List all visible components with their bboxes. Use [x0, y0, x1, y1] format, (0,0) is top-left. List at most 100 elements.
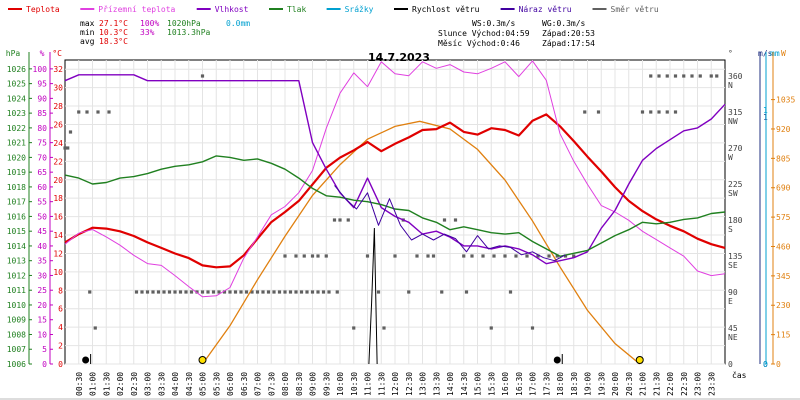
- y-tick-sublabel-dir: NW: [728, 117, 738, 126]
- wind-dir-point: [195, 290, 199, 294]
- y-tick-label-hpa: 1021: [7, 139, 26, 148]
- wind-dir-point: [715, 74, 719, 78]
- y-tick-label-dir: 360: [728, 72, 743, 81]
- y-tick-label-hpa: 1019: [7, 168, 26, 177]
- wind-dir-point: [66, 146, 70, 150]
- axis-unit-deg: °: [728, 49, 733, 58]
- stat-hum: 100%: [140, 19, 159, 28]
- x-tick-label: 23:30: [707, 372, 716, 396]
- legend-label: Směr větru: [611, 5, 659, 14]
- x-tick-label: 04:30: [185, 372, 194, 396]
- x-tick-label: 21:00: [639, 372, 648, 396]
- wind-dir-point: [324, 254, 328, 258]
- x-tick-label: 09:30: [322, 372, 331, 396]
- y-tick-label-pct: 50: [37, 212, 47, 221]
- x-tick-label: 13:00: [419, 372, 428, 396]
- x-tick-label: 04:00: [171, 372, 180, 396]
- y-tick-label-pct: 0: [42, 360, 47, 369]
- wind-dir-point: [162, 290, 166, 294]
- wind-dir-point: [332, 218, 337, 222]
- wind-dir-point: [200, 290, 205, 294]
- x-tick-label: 12:30: [405, 372, 414, 396]
- wind-dir-point: [352, 326, 356, 330]
- x-tick-label: 10:00: [336, 372, 345, 396]
- wind-dir-point: [140, 290, 144, 294]
- y-tick-label-c: 26: [53, 120, 63, 129]
- x-tick-label: 13:30: [432, 372, 441, 396]
- y-tick-label-c: 32: [53, 65, 63, 74]
- wind-dir-point: [365, 254, 370, 258]
- wind-dir-point: [189, 290, 194, 294]
- wind-dir-point: [239, 290, 243, 294]
- wind-dir-point: [283, 254, 287, 258]
- wind-dir-point: [440, 290, 444, 294]
- radiation-line: [201, 120, 641, 365]
- wind-dir-point: [255, 290, 260, 294]
- y-tick-label-w: 345: [776, 272, 791, 281]
- x-tick-label: 18:00: [556, 372, 565, 396]
- wind-dir-point: [302, 254, 306, 258]
- y-tick-sublabel-dir: W: [728, 153, 733, 162]
- wind-dir-point: [596, 110, 601, 114]
- y-tick-label-hpa: 1022: [7, 124, 26, 133]
- y-tick-label-w: 805: [776, 154, 791, 163]
- wind-dir-point: [393, 254, 397, 258]
- wind-dir-point: [665, 110, 669, 114]
- y-tick-label-c: 22: [53, 157, 63, 166]
- y-tick-label-hpa: 1018: [7, 183, 26, 192]
- wind-dir-point: [346, 218, 350, 222]
- legend-label: Vlhkost: [215, 5, 249, 14]
- wind-dir-point: [96, 110, 100, 114]
- chart-title: 14.7.2023: [368, 51, 430, 64]
- wind-dir-point: [407, 290, 411, 294]
- wind-dir-point: [151, 290, 155, 294]
- x-tick-label: 20:30: [625, 372, 634, 396]
- axis-unit-ms: m/s: [758, 49, 773, 58]
- wind-dir-point: [266, 290, 271, 294]
- series-line-teplota: [64, 113, 726, 269]
- x-tick-label: 02:00: [116, 372, 125, 396]
- wind-dir-point: [382, 326, 386, 330]
- y-tick-label-pct: 90: [37, 94, 47, 103]
- y-tick-sublabel-dir: N: [728, 81, 733, 90]
- wind-dir-point: [178, 290, 183, 294]
- axis-unit-degc: °C: [52, 49, 62, 58]
- y-tick-label-mm: 1: [763, 106, 768, 115]
- y-tick-label-dir: 180: [728, 216, 743, 225]
- stat-temp: 27.1°C: [99, 19, 128, 28]
- moon-marker: [553, 356, 561, 364]
- y-tick-label-pct: 55: [37, 198, 47, 207]
- x-tick-label: 07:00: [254, 372, 263, 396]
- wind-dir-point: [673, 74, 678, 78]
- y-tick-label-dir: 45: [728, 324, 738, 333]
- wind-dir-point: [316, 290, 320, 294]
- y-tick-label-hpa: 1010: [7, 301, 26, 310]
- wind-dir-point: [217, 290, 221, 294]
- sun-marker: [635, 356, 644, 364]
- wind-dir-point: [299, 290, 304, 294]
- stat-temp: 18.3°C: [99, 37, 128, 46]
- legend-label: Srážky: [345, 5, 374, 14]
- wind-dir-point: [464, 290, 469, 294]
- info-wg: WG:0.3m/s: [542, 19, 586, 28]
- x-tick-label: 22:30: [680, 372, 689, 396]
- x-tick-label: 00:30: [75, 372, 84, 396]
- y-tick-label-pct: 25: [37, 286, 47, 295]
- y-tick-label-pct: 70: [37, 153, 47, 162]
- legend-label: Tlak: [287, 5, 306, 14]
- wind-dir-point: [233, 290, 238, 294]
- wind-dir-point: [673, 110, 678, 114]
- series-line-n-raz-v-tru: [334, 185, 566, 262]
- x-tick-label: 17:00: [529, 372, 538, 396]
- y-tick-sublabel-dir: E: [728, 297, 733, 306]
- x-tick-label: 02:30: [130, 372, 139, 396]
- wind-dir-point: [442, 218, 447, 222]
- y-tick-label-ms: 0: [763, 360, 768, 369]
- x-axis-unit: čas: [732, 370, 747, 380]
- wind-dir-point: [211, 290, 216, 294]
- x-tick-label: 06:00: [226, 372, 235, 396]
- wind-dir-point: [272, 290, 276, 294]
- wind-dir-point: [649, 110, 653, 114]
- wind-dir-point: [206, 290, 210, 294]
- y-tick-label-pct: 5: [42, 345, 47, 354]
